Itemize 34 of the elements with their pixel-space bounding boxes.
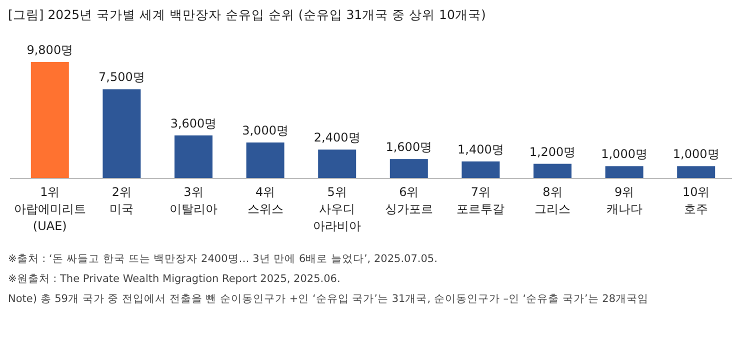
- bar: [102, 89, 141, 178]
- x-tick-label: 4위 스위스: [247, 185, 284, 216]
- text: ※출처 : ‘돈 싸들고 한국 뜨는 백만장자 2400명… 3년 만에 6배로 늘었다’, 2025.07.05.: [8, 253, 438, 265]
- data-label: 1,200명: [529, 144, 576, 159]
- data-label: 7,500명: [98, 70, 145, 84]
- x-tick-label: 10위 호주: [682, 185, 710, 216]
- bar: [605, 166, 644, 178]
- x-tick-label: 5위 사우디 아라비아: [313, 185, 362, 233]
- data-label: 3,000명: [242, 123, 288, 138]
- bar: [677, 166, 716, 178]
- x-tick-label: 6위 싱가포르: [384, 185, 433, 216]
- bar: [390, 159, 428, 178]
- data-label: 3,600명: [170, 116, 217, 130]
- bar: [318, 150, 356, 178]
- data-label: 1,000명: [672, 147, 720, 162]
- data-label: 1,000명: [601, 147, 648, 162]
- text: ※원출처 : The Private Wealth Migragtion Report 2025, 2025.06.: [8, 273, 340, 285]
- x-tick-label: 7위 포르투갈: [456, 185, 505, 216]
- data-label: 2,400명: [314, 130, 360, 145]
- bar: [534, 164, 572, 178]
- text: Note) 총 59개 국가 중 전입에서 전출을 뺀 순이동인구가 +인 ‘순유입 국가’는 31개국, 순이동인구가 –인 ‘순유출 국가’는 28개국임: [8, 293, 649, 305]
- chart-title: [그림] 2025년 국가별 세계 백만장자 순유입 순위 (순유입 31개국 중 상위 10개국): [8, 7, 486, 22]
- x-tick-label: 8위 그리스: [534, 185, 570, 216]
- x-tick-label: 1위 아랍에미리트 (UAE): [14, 185, 86, 233]
- data-label: 1,600명: [386, 140, 432, 154]
- data-label: 1,400명: [458, 142, 504, 156]
- data-label: 9,800명: [26, 43, 74, 57]
- x-tick-label: 9위 캐나다: [606, 185, 642, 216]
- bar: [246, 142, 284, 178]
- bar: [462, 161, 500, 178]
- x-tick-label: 2위 미국: [110, 185, 134, 216]
- bar: [174, 135, 212, 178]
- bar: [30, 62, 69, 178]
- x-tick-label: 3위 이탈리아: [170, 185, 218, 216]
